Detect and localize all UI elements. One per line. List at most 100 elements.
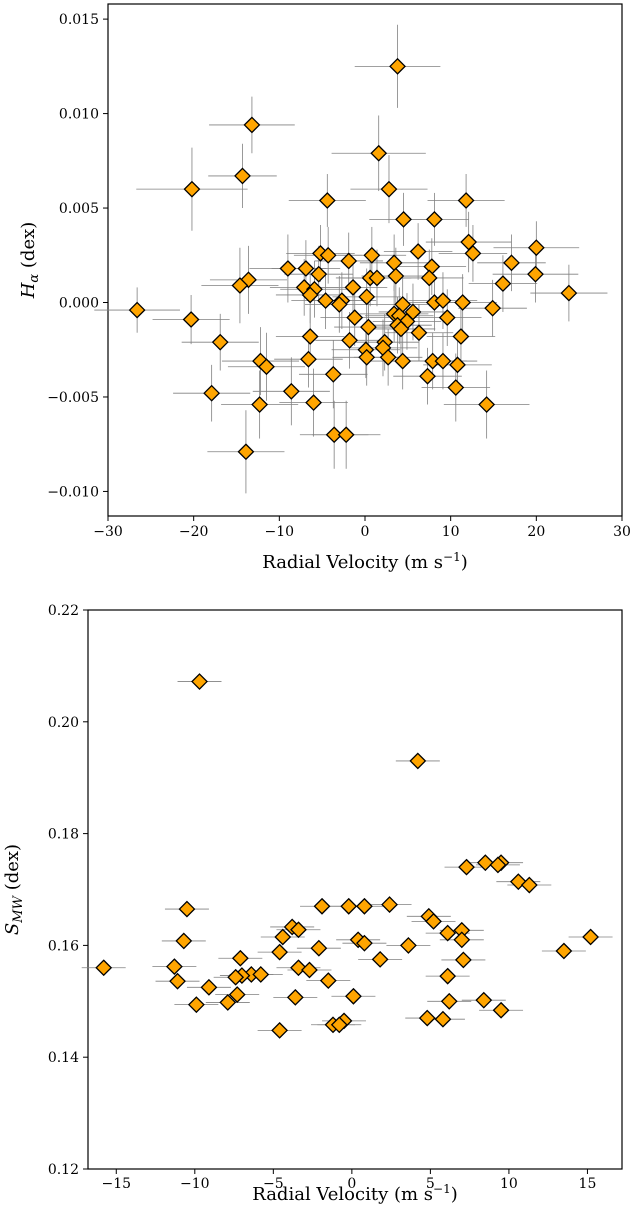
h-alpha-data-point bbox=[183, 180, 201, 198]
h-alpha-y-tick-label: 0.010 bbox=[59, 107, 99, 123]
h-alpha-data-point bbox=[358, 288, 376, 306]
smw-data-point bbox=[453, 931, 471, 949]
h-alpha-data-point bbox=[385, 254, 403, 272]
h-alpha-data-point bbox=[368, 269, 386, 287]
smw-data-point bbox=[520, 876, 538, 894]
smw-data-point bbox=[274, 928, 292, 946]
h-alpha-data-point bbox=[370, 144, 388, 162]
h-alpha-data-point bbox=[387, 267, 405, 285]
h-alpha-data-point bbox=[282, 382, 300, 400]
smw-x-axis-label: Radial Velocity (m s−1) bbox=[252, 1182, 458, 1205]
h-alpha-data-point bbox=[310, 265, 328, 283]
smw-data-point bbox=[476, 854, 494, 872]
smw-data-point bbox=[418, 1009, 436, 1027]
h-alpha-data-point bbox=[420, 269, 438, 287]
h-alpha-data-point bbox=[300, 350, 317, 368]
h-alpha-y-tick-label: 0.015 bbox=[59, 12, 99, 28]
smw-data-point bbox=[313, 897, 331, 915]
h-alpha-x-tick-label: 0 bbox=[361, 524, 370, 540]
h-alpha-data-point bbox=[301, 286, 319, 304]
h-alpha-data-point bbox=[340, 252, 358, 270]
smw-data-point bbox=[399, 936, 417, 954]
h-alpha-data-point bbox=[389, 57, 406, 75]
h-alpha-data-point bbox=[447, 379, 465, 396]
smw-plot-frame bbox=[87, 609, 623, 1170]
smw-data-point bbox=[345, 987, 362, 1005]
h-alpha-data-point bbox=[379, 348, 397, 366]
h-alpha-data-point bbox=[346, 309, 364, 327]
h-alpha-data-point bbox=[297, 260, 315, 277]
smw-data-point bbox=[187, 996, 205, 1014]
chart-smw-vs-rv: −15 −10 −5 0 5 10 15 0.12 0.14 0.16 0.18 0.20 0.22 Ra… bbox=[2, 603, 623, 1205]
smw-data-point bbox=[191, 673, 208, 690]
h-alpha-x-tick-label: 20 bbox=[527, 524, 545, 540]
smw-data-point bbox=[356, 897, 373, 915]
smw-y-axis-label: SMW (dex) bbox=[2, 844, 26, 935]
smw-data-point bbox=[381, 896, 398, 914]
h-alpha-y-tick-label: −0.005 bbox=[47, 390, 99, 406]
h-alpha-data-point bbox=[484, 299, 502, 317]
h-alpha-data-point bbox=[211, 333, 229, 351]
smw-x-tick-label: 15 bbox=[579, 1176, 597, 1192]
smw-x-tick-label: −10 bbox=[180, 1176, 210, 1192]
smw-data-point bbox=[228, 986, 246, 1004]
smw-data-point bbox=[582, 928, 600, 946]
h-alpha-data-point bbox=[301, 328, 319, 345]
h-alpha-y-axis-label: Hα (dex) bbox=[18, 222, 42, 300]
smw-y-tick-label: 0.14 bbox=[48, 1050, 79, 1066]
h-alpha-data-point bbox=[360, 318, 377, 336]
smw-data-point bbox=[340, 897, 358, 915]
h-alpha-data-point bbox=[344, 278, 362, 296]
h-alpha-data-point bbox=[337, 426, 355, 444]
h-alpha-data-point bbox=[237, 443, 255, 461]
smw-data-point bbox=[252, 966, 270, 983]
smw-x-tick-label: −5 bbox=[263, 1176, 284, 1192]
smw-data-point bbox=[439, 967, 457, 985]
smw-data-point bbox=[165, 958, 183, 976]
h-alpha-data-point bbox=[324, 365, 342, 383]
h-alpha-data-point bbox=[258, 358, 275, 376]
h-alpha-data-point bbox=[380, 180, 398, 198]
h-alpha-data-point bbox=[318, 192, 336, 209]
smw-data-point bbox=[301, 961, 318, 979]
h-alpha-data-point bbox=[279, 260, 297, 277]
h-alpha-x-tick-label: −20 bbox=[179, 524, 209, 540]
smw-y-tick-label: 0.18 bbox=[48, 827, 79, 843]
smw-y-tick-label: 0.16 bbox=[48, 938, 79, 954]
smw-data-point bbox=[175, 932, 193, 950]
smw-data-point bbox=[371, 950, 389, 968]
h-alpha-data-point bbox=[434, 352, 452, 370]
h-alpha-x-tick-label: −10 bbox=[265, 524, 295, 540]
h-alpha-data-point bbox=[395, 210, 412, 228]
smw-x-tick-label: 5 bbox=[426, 1176, 435, 1192]
smw-data-point bbox=[425, 912, 442, 930]
smw-data-point bbox=[434, 1010, 452, 1028]
h-alpha-data-point bbox=[560, 284, 578, 302]
h-alpha-data-point bbox=[319, 246, 337, 264]
smw-data-point bbox=[286, 988, 304, 1006]
smw-data-point bbox=[290, 959, 307, 977]
smw-y-tick-label: 0.20 bbox=[48, 715, 79, 731]
smw-y-tick-label: 0.22 bbox=[48, 603, 79, 619]
h-alpha-markers bbox=[128, 57, 578, 461]
h-alpha-data-point bbox=[452, 328, 470, 345]
smw-x-tick-label: 0 bbox=[347, 1176, 356, 1192]
h-alpha-data-point bbox=[457, 192, 475, 209]
smw-data-point bbox=[227, 968, 245, 986]
h-alpha-data-point bbox=[410, 324, 428, 342]
h-alpha-data-point bbox=[409, 243, 427, 260]
smw-data-point bbox=[555, 942, 573, 960]
smw-data-point bbox=[489, 856, 507, 874]
h-alpha-x-tick-label: 30 bbox=[613, 524, 631, 540]
h-alpha-y-tick-label: −0.010 bbox=[47, 484, 99, 500]
smw-data-point bbox=[319, 972, 337, 990]
h-alpha-data-point bbox=[305, 394, 323, 412]
smw-data-point bbox=[178, 900, 196, 918]
h-alpha-data-point bbox=[478, 396, 496, 413]
h-alpha-data-point bbox=[341, 331, 358, 349]
h-alpha-data-point bbox=[392, 320, 410, 338]
smw-data-point bbox=[169, 972, 186, 990]
smw-markers bbox=[95, 673, 600, 1039]
